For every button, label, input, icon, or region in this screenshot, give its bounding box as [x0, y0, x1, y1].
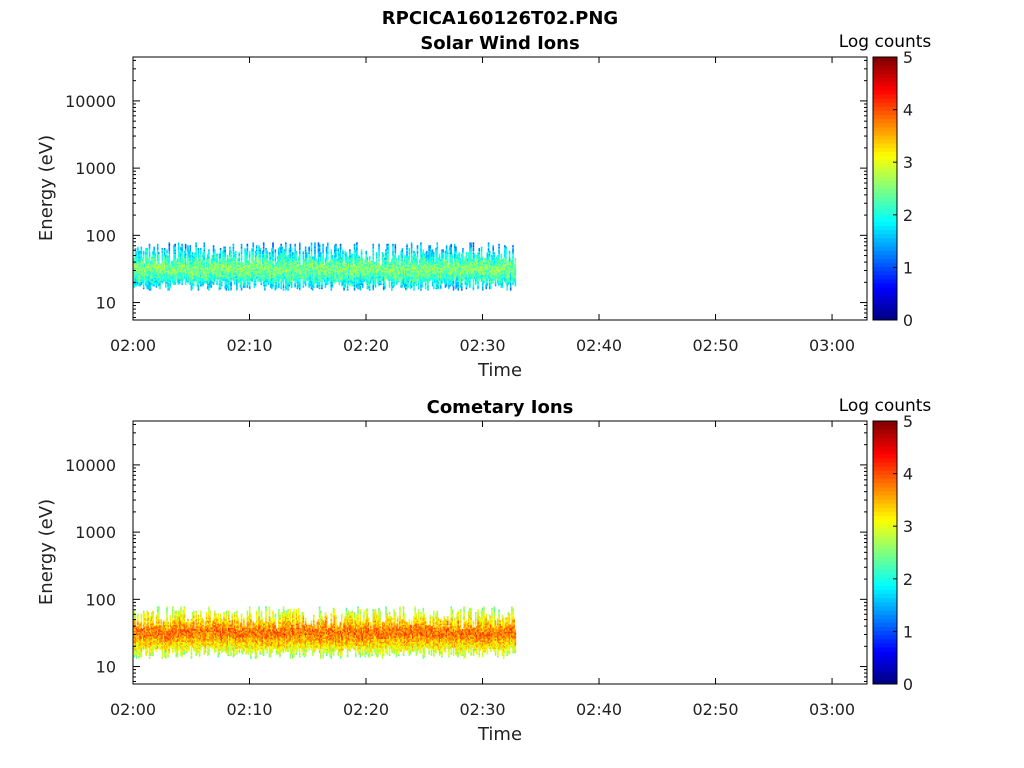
- heatmap-cell: [346, 252, 348, 254]
- heatmap-cell: [220, 248, 222, 250]
- heatmap-cell: [378, 244, 380, 246]
- heatmap-cell: [275, 249, 277, 251]
- heatmap-cell: [383, 254, 385, 256]
- heatmap-cell: [330, 249, 332, 251]
- panel-title: Solar Wind Ions: [420, 33, 579, 54]
- heatmap-cell: [340, 244, 342, 246]
- heatmap-cell: [367, 256, 369, 258]
- heatmap-cell: [306, 252, 308, 254]
- heatmap-cell: [263, 242, 265, 244]
- heatmap-cell: [224, 247, 226, 249]
- heatmap-cell: [361, 249, 363, 251]
- heatmap-cell: [213, 245, 215, 247]
- figure-title: RPCICA160126T02.PNG: [382, 8, 618, 29]
- heatmap-cell: [242, 262, 244, 264]
- heatmap-cell: [311, 242, 313, 244]
- heatmap-cell: [233, 244, 235, 246]
- heatmap-cell: [155, 252, 157, 254]
- heatmap-cell: [354, 244, 356, 246]
- heatmap-cell: [249, 251, 251, 253]
- heatmap-cell: [200, 248, 202, 250]
- heatmap-cell: [137, 247, 139, 249]
- heatmap-cell: [290, 244, 292, 246]
- heatmap-cell: [157, 244, 159, 246]
- heatmap-cell: [335, 244, 337, 246]
- heatmap-cell: [187, 245, 189, 247]
- heatmap-cell: [322, 244, 324, 246]
- heatmap-cell: [203, 242, 205, 244]
- heatmap-cell: [135, 248, 137, 250]
- heatmap-cell: [308, 247, 310, 249]
- heatmap-cell: [235, 251, 237, 253]
- heatmap-cell: [332, 255, 334, 257]
- heatmap-cell: [181, 244, 183, 246]
- heatmap-cell: [376, 252, 378, 254]
- heatmap-cell: [146, 248, 148, 250]
- heatmap-cell: [174, 244, 176, 246]
- heatmap-cell: [351, 254, 353, 256]
- heatmap-cell: [227, 255, 229, 257]
- heatmap-cell: [230, 251, 232, 253]
- heatmap-cell: [149, 244, 151, 246]
- heatmap-cell: [208, 249, 210, 251]
- heatmap-cell: [296, 251, 298, 253]
- heatmap-cell: [214, 249, 216, 251]
- heatmap-cell: [195, 242, 197, 244]
- heatmap-cell: [314, 242, 316, 244]
- heatmap-cell: [388, 244, 390, 246]
- heatmap-cell: [320, 252, 322, 254]
- heatmap-cell: [169, 242, 171, 244]
- heatmap-cell: [280, 244, 282, 246]
- heatmap-cell: [362, 258, 364, 260]
- heatmap-cell: [272, 242, 274, 244]
- heatmap-cell: [303, 251, 305, 253]
- heatmap-cell: [372, 244, 374, 246]
- heatmap-cell: [299, 242, 301, 244]
- heatmap-cell: [369, 256, 371, 258]
- heatmap-cell: [158, 252, 160, 254]
- heatmap-cell: [143, 251, 145, 253]
- heatmap-cell: [252, 242, 254, 244]
- heatmap-cell: [178, 242, 180, 244]
- heatmap-cell: [216, 254, 218, 256]
- heatmap-cell: [337, 248, 339, 250]
- heatmap-cell: [342, 249, 344, 251]
- panel-solar-wind-ions: Solar Wind Ions 02:00 02:10 02:20 02:30 02:4…: [36, 32, 931, 381]
- heatmap-cell: [241, 244, 243, 246]
- heatmap-cell: [327, 242, 329, 244]
- heatmap-cell: [258, 245, 260, 247]
- heatmap-cell: [315, 258, 317, 260]
- heatmap-cell: [153, 247, 155, 249]
- heatmap-cell: [192, 252, 194, 254]
- heatmap-cell: [166, 249, 168, 251]
- heatmap-cell: [164, 248, 166, 250]
- heatmap-cell: [365, 251, 367, 253]
- heatmap-cell: [349, 249, 351, 251]
- heatmap-cells: [134, 242, 517, 290]
- heatmap-cell: [162, 248, 164, 250]
- heatmap-cell: [266, 251, 268, 253]
- heatmap-cell: [291, 248, 293, 250]
- heatmap-cell: [259, 248, 261, 250]
- heatmap-cell: [356, 242, 358, 244]
- heatmap-cell: [198, 248, 200, 250]
- figure: RPCICA160126T02.PNG Solar Wind Ions 02:0…: [0, 0, 1024, 768]
- heatmap-cell: [305, 247, 307, 249]
- heatmap-cell: [247, 244, 249, 246]
- heatmap-cell: [244, 248, 246, 250]
- heatmap-cell: [285, 242, 287, 244]
- heatmap-cell: [256, 245, 258, 247]
- heatmap-cell: [229, 247, 231, 249]
- heatmap-cell: [319, 244, 321, 246]
- heatmap-cell: [185, 244, 187, 246]
- heatmap-cell: [294, 244, 296, 246]
- heatmap-cell: [190, 245, 192, 247]
- heatmap-cell: [282, 247, 284, 249]
- heatmap-cell: [141, 247, 143, 249]
- heatmap-cell: [265, 248, 267, 250]
- heatmap-cell: [238, 252, 240, 254]
